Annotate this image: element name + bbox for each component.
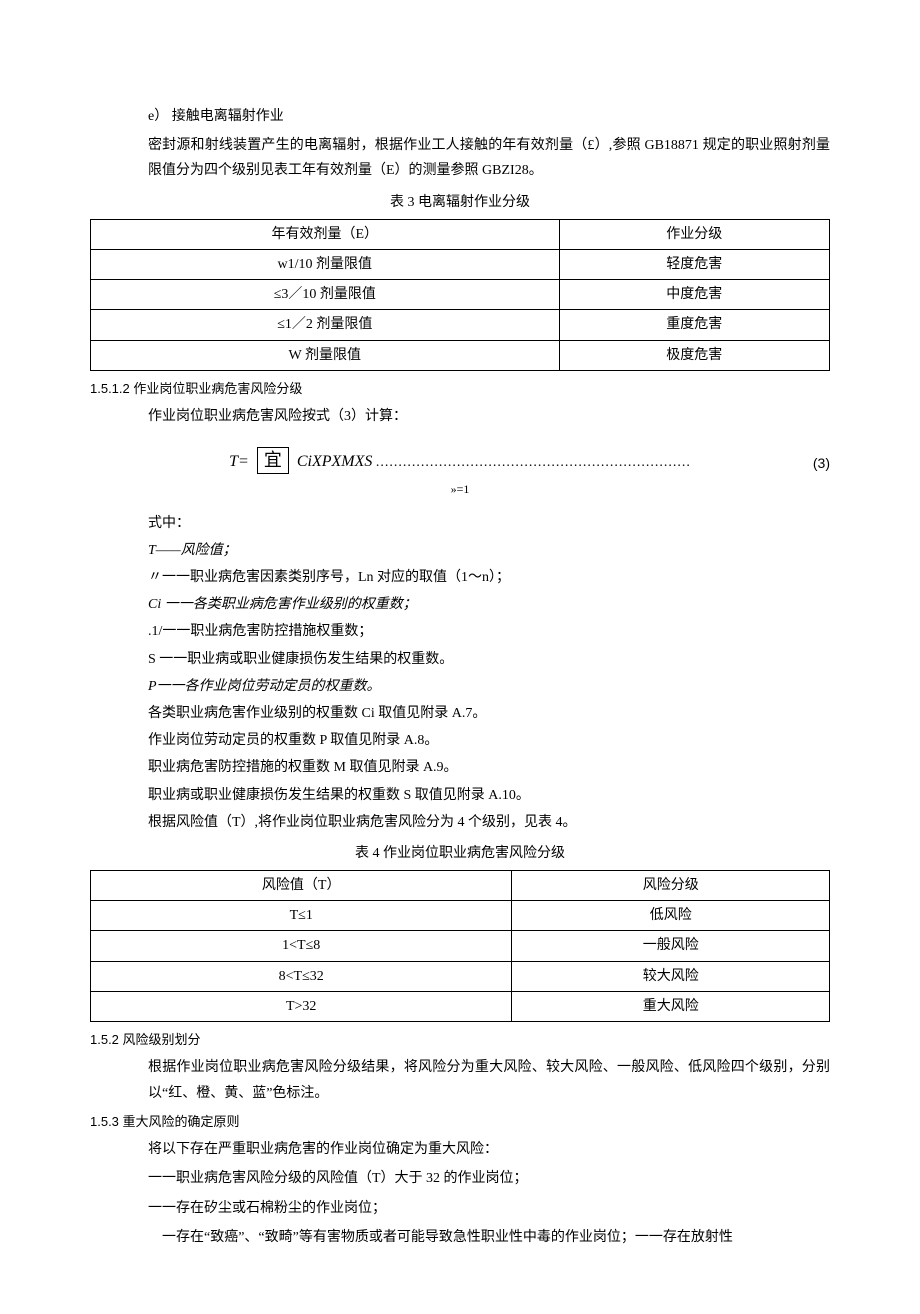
table-row: ≤1／2 剂量限值 重度危害 [91,310,830,340]
table-row: w1/10 剂量限值 轻度危害 [91,249,830,279]
table-row: 1<T≤8 一般风险 [91,931,830,961]
table4: 风险值（T） 风险分级 T≤1 低风险 1<T≤8 一般风险 8<T≤32 较大… [90,870,830,1022]
section-1512-para: 作业岗位职业病危害风险按式（3）计算： [90,404,830,429]
def-line: 职业病或职业健康损伤发生结果的权重数 S 取值见附录 A.10。 [148,783,830,808]
def-line: 〃一一职业病危害因素类别序号，Ln 对应的取值（1～n）； [148,565,830,590]
formula-suffix: CiXPXMXS [297,453,373,470]
section-152-para: 根据作业岗位职业病危害风险分级结果，将风险分为重大风险、较大风险、一般风险、低风… [90,1055,830,1105]
table-row: T>32 重大风险 [91,991,830,1021]
def-line: .1/一一职业病危害防控措施权重数； [148,619,830,644]
def-line: 根据风险值（T）,将作业岗位职业病危害风险分为 4 个级别，见表 4。 [148,810,830,835]
section-152-heading: 1.5.2 风险级别划分 [90,1028,830,1051]
th-dose: 年有效剂量（E） [91,219,560,249]
item-e-title: 接触电离辐射作业 [172,109,284,124]
def-line: 职业病危害防控措施的权重数 M 取值见附录 A.9。 [148,755,830,780]
def-line: Ci 一一各类职业病危害作业级别的权重数； [148,592,830,617]
formula: T= 宜 CiXPXMXS [229,447,372,477]
th-risk-level: 风险分级 [512,871,830,901]
th-risk-value: 风险值（T） [91,871,512,901]
def-line: 各类职业病危害作业级别的权重数 Ci 取值见附录 A.7。 [148,701,830,726]
defs-title: 式中： [148,511,830,536]
section-153-heading: 1.5.3 重大风险的确定原则 [90,1110,830,1133]
table3: 年有效剂量（E） 作业分级 w1/10 剂量限值 轻度危害 ≤3／10 剂量限值… [90,219,830,371]
formula-prefix: T= [229,453,249,470]
item-e-label: e） [148,109,168,124]
def-line: T——风险值； [148,538,830,563]
table-row: T≤1 低风险 [91,901,830,931]
formula-box: 宜 [257,447,289,474]
table4-caption: 表 4 作业岗位职业病危害风险分级 [90,841,830,866]
definitions-block: 式中： T——风险值； 〃一一职业病危害因素类别序号，Ln 对应的取值（1～n）… [90,511,830,835]
sec153-line: 将以下存在严重职业病危害的作业岗位确定为重大风险： [148,1137,830,1162]
def-line: 作业岗位劳动定员的权重数 P 取值见附录 A.8。 [148,728,830,753]
document-page: e） 接触电离辐射作业 密封源和射线装置产生的电离辐射，根据作业工人接触的年有效… [0,0,920,1314]
table-row: W 剂量限值 极度危害 [91,340,830,370]
formula-subscript: »=1 [90,479,830,501]
table-row: 年有效剂量（E） 作业分级 [91,219,830,249]
def-line: P一一各作业岗位劳动定员的权重数。 [148,674,830,699]
sec153-line: 一一存在矽尘或石棉粉尘的作业岗位； [148,1196,830,1221]
item-e-line: e） 接触电离辐射作业 [90,104,830,129]
formula-block: T= 宜 CiXPXMXS ..........................… [90,447,830,477]
table-row: 风险值（T） 风险分级 [91,871,830,901]
table-row: ≤3／10 剂量限值 中度危害 [91,280,830,310]
sec153-line: 一存在“致癌”、“致畸”等有害物质或者可能导致急性职业性中毒的作业岗位；一一存在… [148,1225,830,1250]
def-line: S 一一职业病或职业健康损伤发生结果的权重数。 [148,647,830,672]
formula-number: (3) [813,451,830,476]
item-e-para: 密封源和射线装置产生的电离辐射，根据作业工人接触的年有效剂量（£）,参照 GB1… [90,133,830,183]
formula-dots: ........................................… [376,455,691,470]
section-153-body: 将以下存在严重职业病危害的作业岗位确定为重大风险： 一一职业病危害风险分级的风险… [90,1137,830,1250]
table3-caption: 表 3 电离辐射作业分级 [90,190,830,215]
section-1512-heading: 1.5.1.2 作业岗位职业病危害风险分级 [90,377,830,400]
th-level: 作业分级 [559,219,829,249]
table-row: 8<T≤32 较大风险 [91,961,830,991]
sec153-line: 一一职业病危害风险分级的风险值（T）大于 32 的作业岗位； [148,1166,830,1191]
